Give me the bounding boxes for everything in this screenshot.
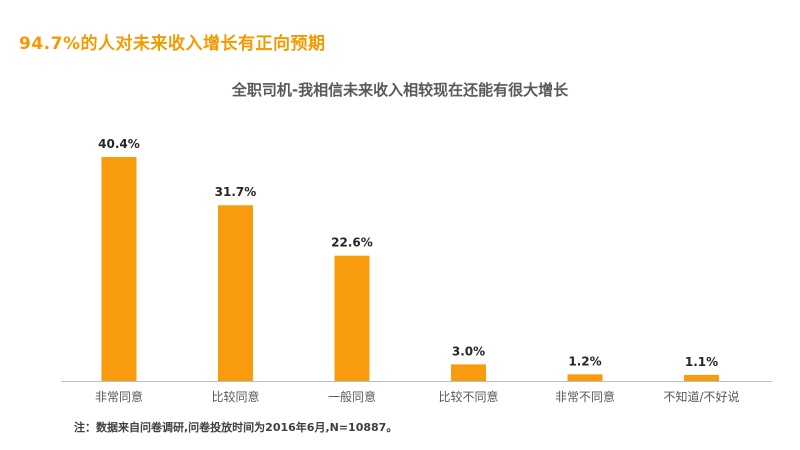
data-label-4: 3.0% xyxy=(452,344,485,358)
category-label-5: 非常不同意 xyxy=(555,389,615,404)
bar-2 xyxy=(218,205,253,381)
footnote: 注：数据来自问卷调研,问卷投放时间为2016年6月,N=10887。 xyxy=(74,421,398,434)
data-label-3: 22.6% xyxy=(331,236,373,250)
bar-3 xyxy=(334,255,370,381)
data-label-6: 1.1% xyxy=(685,355,718,369)
bar-1 xyxy=(101,157,137,381)
data-label-5: 1.2% xyxy=(568,354,601,368)
category-label-6: 不知道/不好说 xyxy=(663,389,739,404)
category-label-2: 比较同意 xyxy=(211,389,259,404)
category-label-1: 非常同意 xyxy=(95,389,143,404)
category-label-4: 比较不同意 xyxy=(438,389,498,404)
chart-title: 全职司机-我相信未来收入相较现在还能有很大增长 xyxy=(231,81,569,99)
category-label-3: 一般同意 xyxy=(328,389,376,404)
bar-4 xyxy=(451,364,486,381)
data-label-1: 40.4% xyxy=(98,137,140,151)
bar-6 xyxy=(684,374,719,381)
data-label-2: 31.7% xyxy=(215,185,257,199)
page-headline: 94.7%的人对未来收入增长有正向预期 xyxy=(19,34,326,54)
bar-5 xyxy=(567,374,603,381)
